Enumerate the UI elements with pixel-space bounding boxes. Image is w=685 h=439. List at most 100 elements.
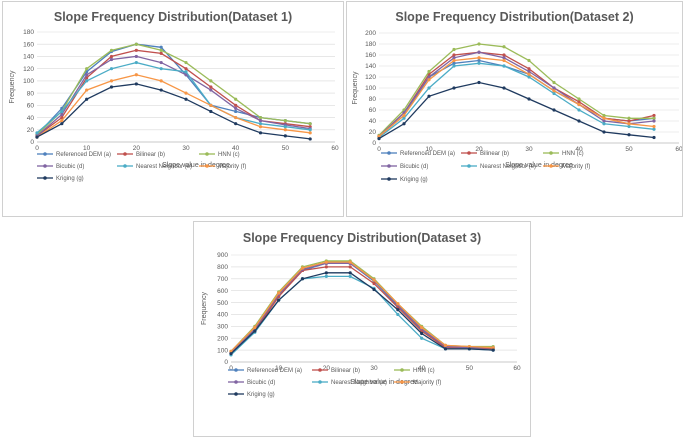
data-point-kriging-g (283, 134, 287, 138)
legend-label: Bicubic (d) (56, 164, 84, 170)
legend-swatch-marker (205, 164, 209, 168)
legend-item: HNN (c) (543, 151, 584, 157)
x-tick-label: 50 (466, 365, 474, 372)
data-point-hnn-c (184, 60, 188, 65)
legend-item: Nearest Neighbor (e) (312, 380, 387, 386)
data-point-bicubic-d (502, 56, 506, 60)
data-point-bicubic-d (159, 60, 163, 65)
legend-swatch-marker (400, 380, 404, 384)
data-point-kriging-g (502, 86, 506, 90)
y-tick-label: 400 (217, 312, 228, 319)
data-point-nearest-neighbor-e (527, 75, 531, 79)
x-axis-label: Slope value in degree (505, 162, 573, 169)
data-point-nearest-neighbor-e (402, 116, 406, 120)
legend-swatch-marker (205, 152, 209, 156)
legend-label: Referenced DEM (a) (247, 368, 302, 374)
legend-label: Bilinear (b) (331, 368, 360, 374)
data-point-hnn-c (602, 113, 606, 118)
data-point-referenced-dem-a (452, 61, 456, 65)
data-point-hnn-c (258, 115, 263, 120)
data-point-majority-f (527, 72, 531, 76)
x-tick-label: 10 (425, 146, 433, 153)
legend-label: HNN (c) (413, 368, 435, 374)
x-tick-label: 30 (525, 146, 533, 153)
data-point-kriging-g (372, 287, 376, 292)
data-point-hnn-c (452, 47, 456, 52)
legend-label: HNN (c) (562, 151, 584, 157)
x-tick-label: 40 (575, 146, 583, 153)
legend-item: Bicubic (d) (381, 164, 428, 170)
legend-label: Kriging (g) (400, 177, 428, 183)
data-point-hnn-c (159, 48, 163, 52)
legend-swatch-marker (123, 152, 127, 156)
data-point-nearest-neighbor-e (184, 70, 188, 74)
data-point-bilinear-b (234, 103, 238, 107)
data-point-majority-f (396, 302, 400, 306)
y-tick-label: 40 (369, 118, 377, 125)
y-tick-label: 200 (217, 335, 228, 342)
y-tick-label: 80 (27, 90, 35, 97)
data-point-majority-f (277, 291, 281, 295)
legend-label: Kriging (g) (247, 392, 275, 398)
series-line-nearest-neighbor-e (378, 62, 655, 139)
legend-item: Bilinear (b) (312, 368, 360, 374)
legend-swatch-marker (387, 151, 391, 155)
data-point-majority-f (348, 260, 352, 264)
y-tick-label: 100 (23, 78, 34, 85)
data-point-kriging-g (477, 80, 481, 85)
data-point-bilinear-b (184, 67, 188, 71)
series-line-hnn-c (36, 43, 311, 136)
legend-item: Majority (f) (543, 164, 590, 170)
data-point-hnn-c (308, 122, 312, 126)
chart-panel-dataset-3: Slope Frequency Distribution(Dataset 3) 0… (193, 221, 531, 437)
data-point-kriging-g (184, 97, 188, 101)
y-tick-label: 60 (27, 103, 35, 110)
data-point-nearest-neighbor-e (652, 127, 656, 131)
data-point-hnn-c (109, 48, 114, 52)
data-point-nearest-neighbor-e (134, 60, 138, 65)
y-tick-label: 0 (372, 140, 376, 147)
y-tick-label: 80 (369, 96, 377, 103)
data-point-nearest-neighbor-e (552, 91, 556, 96)
legend-label: Bilinear (b) (136, 152, 165, 158)
data-point-nearest-neighbor-e (258, 122, 263, 126)
legend-label: Referenced DEM (a) (400, 151, 455, 157)
legend-item: Referenced DEM (a) (381, 151, 455, 157)
y-tick-label: 20 (369, 129, 377, 136)
data-point-kriging-g (209, 109, 213, 114)
x-tick-label: 50 (625, 146, 633, 153)
data-point-bicubic-d (527, 69, 531, 74)
data-point-kriging-g (109, 85, 114, 89)
data-point-majority-f (552, 89, 556, 93)
data-point-kriging-g (627, 133, 631, 137)
y-tick-label: 0 (30, 139, 34, 146)
data-point-bicubic-d (109, 57, 114, 62)
data-point-bicubic-d (85, 73, 89, 77)
legend-item: Majority (f) (199, 164, 246, 170)
y-tick-label: 180 (365, 41, 376, 48)
data-point-majority-f (377, 134, 381, 138)
data-point-bilinear-b (452, 53, 456, 57)
legend-swatch-marker (234, 380, 238, 384)
data-point-kriging-g (602, 130, 606, 134)
data-point-bilinear-b (134, 48, 138, 52)
data-point-majority-f (184, 91, 188, 95)
data-point-kriging-g (420, 331, 424, 336)
data-point-majority-f (60, 119, 64, 123)
data-point-hnn-c (502, 45, 506, 49)
data-point-nearest-neighbor-e (577, 108, 581, 112)
data-point-nearest-neighbor-e (602, 122, 606, 126)
data-point-hnn-c (527, 58, 531, 63)
x-tick-label: 40 (418, 365, 426, 372)
data-point-hnn-c (209, 79, 213, 83)
data-point-bicubic-d (258, 119, 263, 123)
series-line-kriging-g (378, 81, 655, 140)
x-tick-label: 30 (182, 145, 190, 152)
data-point-bicubic-d (60, 112, 64, 117)
chart-title: Slope Frequency Distribution(Dataset 2) (395, 10, 633, 24)
data-point-hnn-c (427, 69, 431, 74)
data-point-kriging-g (552, 108, 556, 112)
legend-label: Majority (f) (413, 380, 441, 386)
data-point-nearest-neighbor-e (396, 312, 400, 317)
data-point-majority-f (477, 56, 481, 60)
